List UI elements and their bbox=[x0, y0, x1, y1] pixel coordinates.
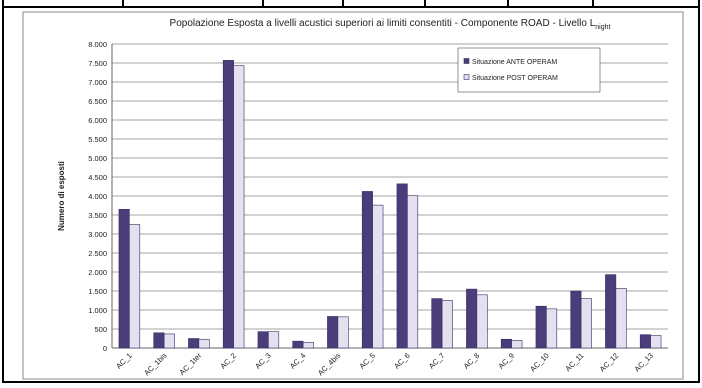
bar bbox=[396, 183, 408, 349]
bar bbox=[615, 288, 627, 349]
y-tick-label: 4.500 bbox=[88, 173, 107, 182]
bar bbox=[535, 305, 547, 349]
y-tick-label: 5.500 bbox=[88, 135, 107, 144]
bar bbox=[337, 316, 349, 349]
legend-label: Situazione POST OPERAM bbox=[472, 75, 558, 82]
y-tick-label: 1.000 bbox=[88, 306, 107, 315]
bar bbox=[511, 340, 523, 349]
bar bbox=[302, 341, 314, 349]
y-tick-label: 6.000 bbox=[88, 116, 107, 125]
bar bbox=[372, 204, 384, 349]
y-tick-label: 6.500 bbox=[88, 97, 107, 106]
bar bbox=[407, 195, 419, 349]
bar bbox=[570, 290, 582, 349]
bar bbox=[466, 288, 478, 349]
y-tick-label: 2.500 bbox=[88, 249, 107, 258]
legend-swatch bbox=[463, 74, 470, 80]
bar bbox=[163, 333, 175, 349]
bar bbox=[292, 340, 304, 349]
bar bbox=[222, 60, 234, 349]
y-tick-label: 1.500 bbox=[88, 287, 107, 296]
y-tick-label: 7.500 bbox=[88, 59, 107, 68]
y-tick-label: 4.000 bbox=[88, 192, 107, 201]
bar bbox=[327, 316, 339, 349]
legend-label: Situazione ANTE OPERAM bbox=[472, 59, 557, 66]
bar bbox=[476, 294, 488, 349]
y-tick-label: 2.000 bbox=[88, 268, 107, 277]
y-tick-label: 5.000 bbox=[88, 154, 107, 163]
bar bbox=[153, 332, 165, 349]
y-tick-label: 7.000 bbox=[88, 78, 107, 87]
bar bbox=[431, 298, 443, 349]
bar bbox=[580, 298, 592, 349]
y-tick-label: 3.500 bbox=[88, 211, 107, 220]
bar bbox=[361, 191, 373, 349]
bar bbox=[500, 338, 512, 349]
bar bbox=[650, 335, 662, 349]
bar bbox=[639, 334, 651, 349]
y-tick-label: 3.000 bbox=[88, 230, 107, 239]
chart-title: Popolazione Esposta a livelli acustici s… bbox=[170, 18, 611, 31]
legend-swatch bbox=[463, 58, 470, 64]
bar bbox=[118, 209, 130, 349]
y-tick-label: 8.000 bbox=[88, 40, 107, 49]
y-tick-label: 500 bbox=[94, 325, 107, 334]
bar bbox=[129, 224, 141, 349]
bar bbox=[546, 308, 558, 349]
bar bbox=[605, 274, 617, 349]
bar bbox=[233, 65, 245, 349]
bar bbox=[198, 338, 210, 349]
y-axis-label: Numero di esposti bbox=[57, 161, 66, 231]
bar bbox=[188, 338, 200, 349]
legend-box bbox=[457, 47, 601, 93]
bar bbox=[257, 331, 269, 349]
bar bbox=[268, 331, 280, 349]
y-tick-label: 0 bbox=[103, 344, 107, 353]
bar bbox=[441, 300, 453, 349]
